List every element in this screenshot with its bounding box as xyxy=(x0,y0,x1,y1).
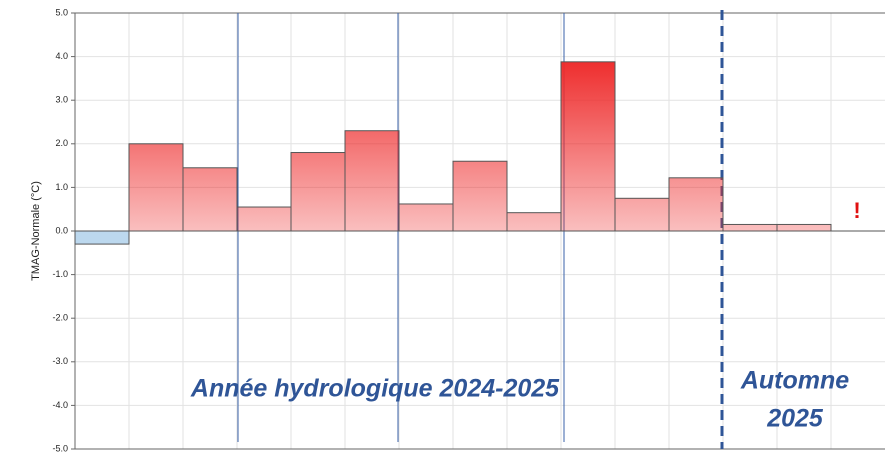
bar xyxy=(236,206,292,232)
y-tick-label: 5.0 xyxy=(55,7,68,17)
y-tick-label: -2.0 xyxy=(52,313,68,323)
bar xyxy=(344,130,400,232)
bar xyxy=(776,223,832,232)
y-tick-label: 4.0 xyxy=(55,51,68,61)
annotation: 2025 xyxy=(766,405,824,433)
y-tick-label: -4.0 xyxy=(52,400,68,410)
bar xyxy=(506,212,562,232)
bar xyxy=(398,203,454,232)
y-tick-label: -5.0 xyxy=(52,443,68,453)
annotation: Automne xyxy=(740,367,849,395)
annotation: Année hydrologique 2024-2025 xyxy=(190,375,560,403)
bar xyxy=(182,167,238,232)
bar xyxy=(290,152,346,232)
y-tick-label: 2.0 xyxy=(55,138,68,148)
bar xyxy=(128,143,184,232)
y-tick-label: 0.0 xyxy=(55,225,68,235)
y-tick-label: 1.0 xyxy=(55,182,68,192)
bar xyxy=(74,230,130,245)
y-tick-label: -1.0 xyxy=(52,269,68,279)
y-axis-label: TMAG-Normale (°C) xyxy=(30,181,42,281)
bar xyxy=(614,197,670,232)
bar xyxy=(560,61,616,232)
y-tick-label: -3.0 xyxy=(52,356,68,366)
bar xyxy=(668,177,724,232)
bar xyxy=(452,160,508,232)
y-tick-label: 3.0 xyxy=(55,95,68,105)
bar xyxy=(722,223,778,232)
warning-mark: ! xyxy=(853,198,860,223)
